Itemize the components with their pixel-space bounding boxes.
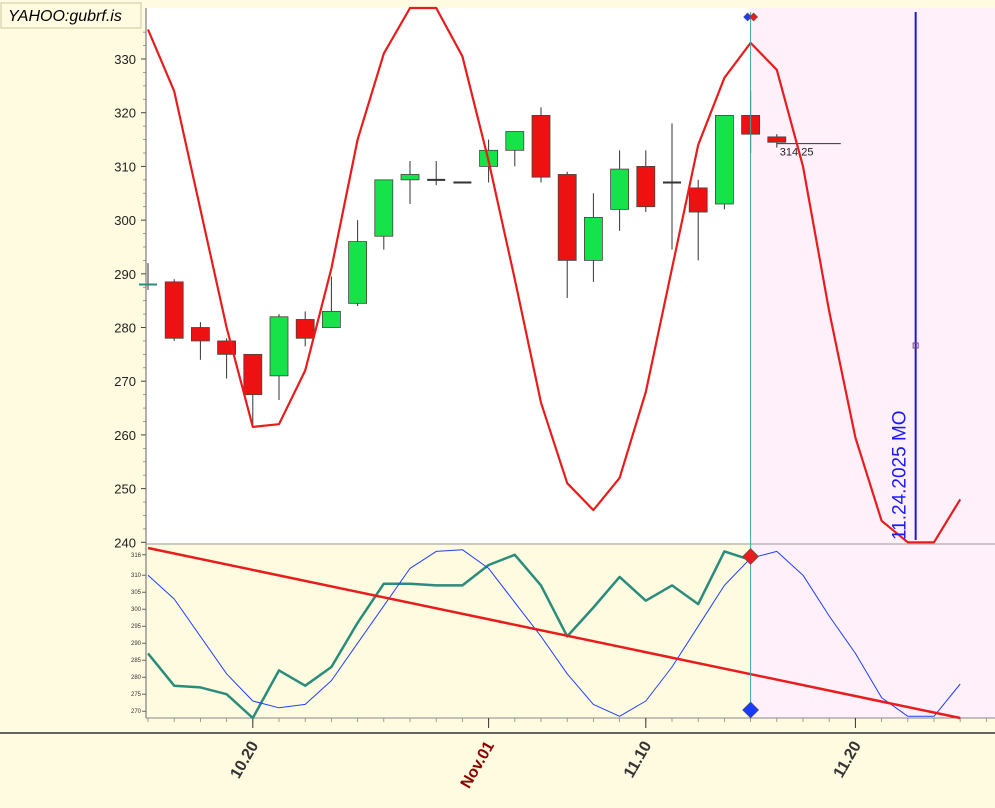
date-tick-marks: [147, 718, 987, 728]
price-tick-label: 270: [114, 374, 136, 389]
projection-shading: [750, 8, 995, 718]
price-tick-label: 240: [114, 535, 136, 550]
price-axis: 240 250 260 270 280 290 300 310 320 330: [114, 31, 146, 550]
candle-body: [164, 281, 184, 339]
price-tick-label: 250: [114, 482, 136, 497]
symbol-label: YAHOO:gubrf.is: [8, 8, 122, 25]
candle-body: [374, 179, 394, 237]
candle-body: [636, 166, 656, 208]
candle-body: [295, 319, 315, 339]
price-tick-label: 260: [114, 428, 136, 443]
osc-tick-label: 300: [131, 607, 142, 613]
osc-tick-label: 305: [131, 590, 142, 596]
candle-body: [715, 115, 734, 205]
candle-body: [269, 316, 289, 377]
osc-tick-label: 310: [131, 573, 142, 579]
osc-series-line: [147, 546, 961, 720]
osc-series-line: [147, 549, 961, 717]
price-tick-label: 310: [114, 159, 136, 174]
date-line-label: 11.24.2025 MO: [890, 410, 911, 540]
candle-body: [531, 115, 551, 178]
price-tick-label: 300: [114, 213, 136, 228]
osc-tick-label: 295: [131, 624, 142, 630]
candle-body: [610, 168, 629, 210]
candle-body: [584, 217, 603, 261]
line-handle: [912, 342, 919, 349]
price-tick-label: 280: [114, 321, 136, 336]
candle-body: [767, 136, 787, 143]
osc-cursor-diamond-red: [742, 548, 760, 565]
osc-tick-label: 270: [131, 709, 142, 715]
cycle-projection: [146, 6, 962, 544]
candle-body: [348, 241, 368, 304]
osc-series-line: [147, 550, 751, 720]
oscillator-lines: [147, 546, 961, 720]
last-price-label: 314.25: [780, 147, 814, 159]
candle-body: [400, 174, 420, 181]
top-cursor-diamond-blue: [743, 12, 753, 22]
osc-tick-label: 316: [131, 553, 142, 559]
osc-cursor-diamond-blue: [742, 701, 760, 719]
candle-body: [505, 131, 525, 151]
candle-body: [190, 327, 210, 342]
symbol-box: [0, 2, 142, 29]
candle-body: [321, 311, 341, 328]
top-cursor-diamond-red: [749, 12, 759, 22]
candle-body: [243, 353, 263, 396]
price-tick-label: 330: [114, 52, 136, 67]
osc-tick-label: 285: [131, 658, 142, 664]
candlesticks: 314.25: [139, 91, 841, 425]
cycle-projection-line: [146, 6, 962, 544]
candle-body: [688, 187, 708, 213]
cursor-markers: 11.24.2025 MO: [742, 12, 919, 719]
osc-tick-label: 275: [131, 692, 142, 698]
price-tick-label: 320: [114, 106, 136, 121]
osc-tick-label: 280: [131, 675, 142, 681]
osc-axis: 270 275 280 285 290 295 300 305 310 316: [131, 553, 146, 715]
osc-tick-label: 290: [131, 641, 142, 647]
price-tick-label: 290: [114, 267, 136, 282]
candle-body: [557, 174, 577, 261]
